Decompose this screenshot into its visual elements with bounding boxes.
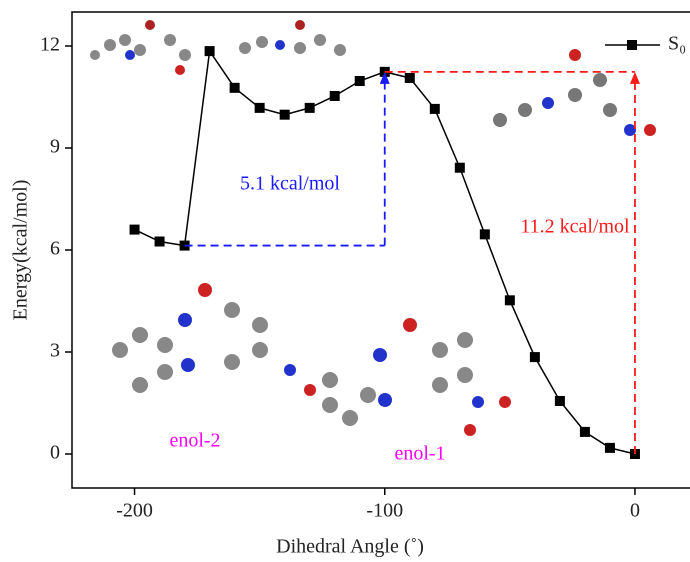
point: [505, 295, 515, 305]
point: [205, 46, 215, 56]
barrier-arrow: [630, 72, 640, 84]
legend-label: S₀: [668, 33, 686, 55]
point: [405, 73, 415, 83]
point: [480, 229, 490, 239]
point: [255, 103, 265, 113]
annotation: enol-2: [169, 430, 220, 452]
annotation: enol-1: [394, 443, 445, 465]
y-tick-label: 0: [50, 442, 60, 464]
chart: Dihedral Angle (˚) Energy(kcal/mol) -200…: [0, 0, 690, 562]
point: [455, 163, 465, 173]
point: [580, 427, 590, 437]
point: [330, 91, 340, 101]
point: [280, 110, 290, 120]
point: [230, 83, 240, 93]
point: [530, 352, 540, 362]
y-axis-title: Energy(kcal/mol): [10, 180, 32, 321]
point: [430, 104, 440, 114]
legend-marker: [627, 40, 637, 50]
y-tick-label: 3: [50, 340, 60, 362]
y-tick-label: 12: [40, 34, 60, 56]
annotation: 11.2 kcal/mol: [520, 216, 630, 238]
point: [555, 396, 565, 406]
x-tick-label: -100: [366, 500, 403, 522]
point: [155, 237, 165, 247]
point: [605, 443, 615, 453]
x-tick-label: 0: [630, 500, 640, 522]
point: [355, 76, 365, 86]
x-axis-title: Dihedral Angle (˚): [276, 536, 424, 558]
point: [130, 225, 140, 235]
point: [305, 103, 315, 113]
x-tick-label: -200: [116, 500, 153, 522]
annotation: 5.1 kcal/mol: [240, 173, 340, 195]
y-tick-label: 6: [50, 238, 60, 260]
y-tick-label: 9: [50, 136, 60, 158]
